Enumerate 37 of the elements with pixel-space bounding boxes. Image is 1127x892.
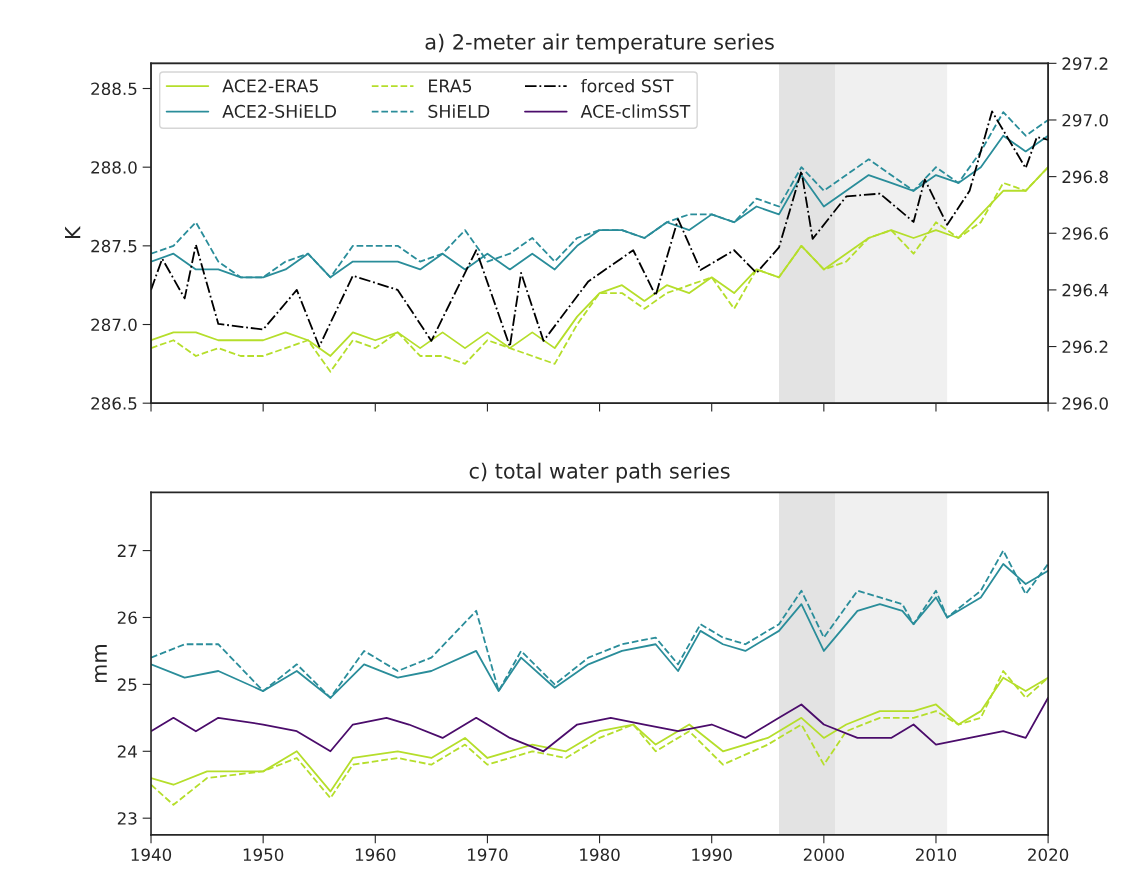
chart-title: c) total water path series [469,462,730,483]
chart-title: a) 2-meter air temperature series [425,33,774,54]
x-tick-label: 1990 [692,848,732,862]
y-axis-title: K [65,225,81,239]
legend-label: SHiELD [428,104,490,118]
x-tick-label: 2010 [915,848,957,862]
legend-label: ACE2-ERA5 [222,79,318,93]
legend-label: ACE-climSST [580,104,691,118]
legend-label: ERA5 [429,79,472,93]
y2-tick-label: 296.4 [1062,283,1109,297]
x-tick-label: 1980 [580,848,620,862]
y2-tick-label: 296.6 [1062,227,1108,240]
y2-tick-label: 297.2 [1062,57,1108,70]
legend-label: forced SST [580,78,674,93]
y-tick-label: 23 [117,812,137,825]
x-tick-label: 2020 [1028,848,1069,862]
x-tick-label: 1960 [355,848,396,862]
y-tick-label: 25 [117,678,137,691]
y2-tick-label: 296.0 [1062,397,1108,410]
x-tick-label: 2000 [803,848,844,862]
y-tick-label: 27 [117,544,137,557]
y-tick-label: 288.5 [91,82,137,96]
x-tick-label: 1940 [131,848,172,862]
legend-label: ACE2-SHiELD [222,104,337,118]
y2-tick-label: 297.0 [1062,113,1108,127]
y2-tick-label: 296.8 [1062,170,1108,184]
line-series [151,696,1049,753]
y-tick-label: 24 [117,745,137,758]
y-tick-label: 287.5 [91,239,137,253]
y-tick-label: 286.5 [91,397,137,410]
y-tick-label: 26 [117,611,137,625]
x-tick-label: 1950 [243,848,284,862]
y-axis-title: mm [95,645,107,683]
y-tick-label: 287.0 [91,318,137,332]
x-tick-label: 1970 [468,848,508,862]
y-tick-label: 288.0 [91,161,137,174]
y2-tick-label: 296.2 [1062,340,1108,354]
